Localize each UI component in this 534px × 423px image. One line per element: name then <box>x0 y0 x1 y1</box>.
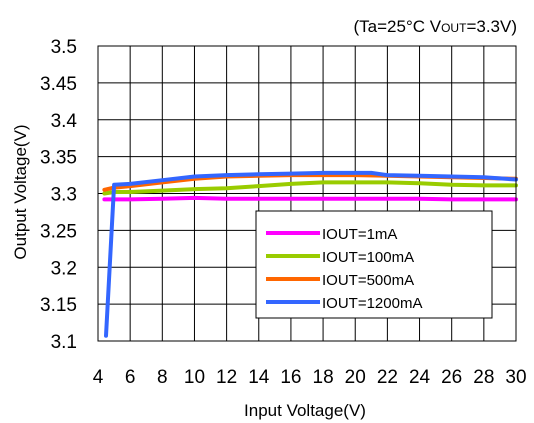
condition-annotation: (Ta=25°C VOUT=3.3V) <box>354 17 518 36</box>
y-tick-label: 3.35 <box>40 148 77 169</box>
series-line <box>102 180 518 196</box>
x-tick-label: 10 <box>184 367 205 388</box>
annotation-suffix: =3.3V) <box>466 17 517 36</box>
x-tick-label: 14 <box>248 367 270 388</box>
y-tick-label: 3.1 <box>51 332 77 353</box>
x-tick-label: 12 <box>216 367 237 388</box>
y-tick-label: 3.3 <box>51 185 77 206</box>
y-tick-label: 3.2 <box>51 258 77 279</box>
x-tick-label: 24 <box>409 367 431 388</box>
x-tick-label: 22 <box>377 367 398 388</box>
x-tick-label: 18 <box>313 367 334 388</box>
y-tick-label: 3.5 <box>51 37 77 58</box>
y-tick-labels: 3.1 3.15 3.2 3.25 3.3 3.35 3.4 3.45 3.5 <box>40 37 77 353</box>
y-tick-label: 3.25 <box>40 221 77 242</box>
x-tick-label: 28 <box>473 367 494 388</box>
legend: IOUT=1mA IOUT=100mA IOUT=500mA IOUT=1200mA <box>255 210 493 319</box>
annotation-subscript: OUT <box>441 21 467 35</box>
annotation-prefix: (Ta=25°C V <box>354 17 442 36</box>
x-tick-label: 26 <box>441 367 462 388</box>
x-tick-label: 4 <box>93 367 104 388</box>
x-tick-label: 8 <box>157 367 168 388</box>
x-tick-label: 30 <box>505 367 526 388</box>
x-tick-label: 20 <box>345 367 366 388</box>
y-axis-title: Output Voltage(V) <box>11 124 30 259</box>
x-tick-labels: 4 6 8 10 12 14 16 18 20 22 24 26 28 30 <box>93 367 527 388</box>
plot-frame <box>97 45 517 342</box>
legend-label: IOUT=100mA <box>322 249 414 266</box>
y-tick-label: 3.15 <box>40 295 77 316</box>
series-line <box>102 195 518 202</box>
legend-label: IOUT=500mA <box>322 272 414 289</box>
legend-label: IOUT=1200mA <box>322 295 422 312</box>
y-tick-label: 3.4 <box>51 111 78 132</box>
x-tick-label: 16 <box>280 367 301 388</box>
y-tick-label: 3.45 <box>40 74 77 95</box>
legend-label: IOUT=1mA <box>322 226 397 243</box>
x-tick-label: 6 <box>125 367 136 388</box>
series-line <box>104 170 518 338</box>
series-lines <box>102 170 518 338</box>
x-axis-title: Input Voltage(V) <box>244 401 366 420</box>
